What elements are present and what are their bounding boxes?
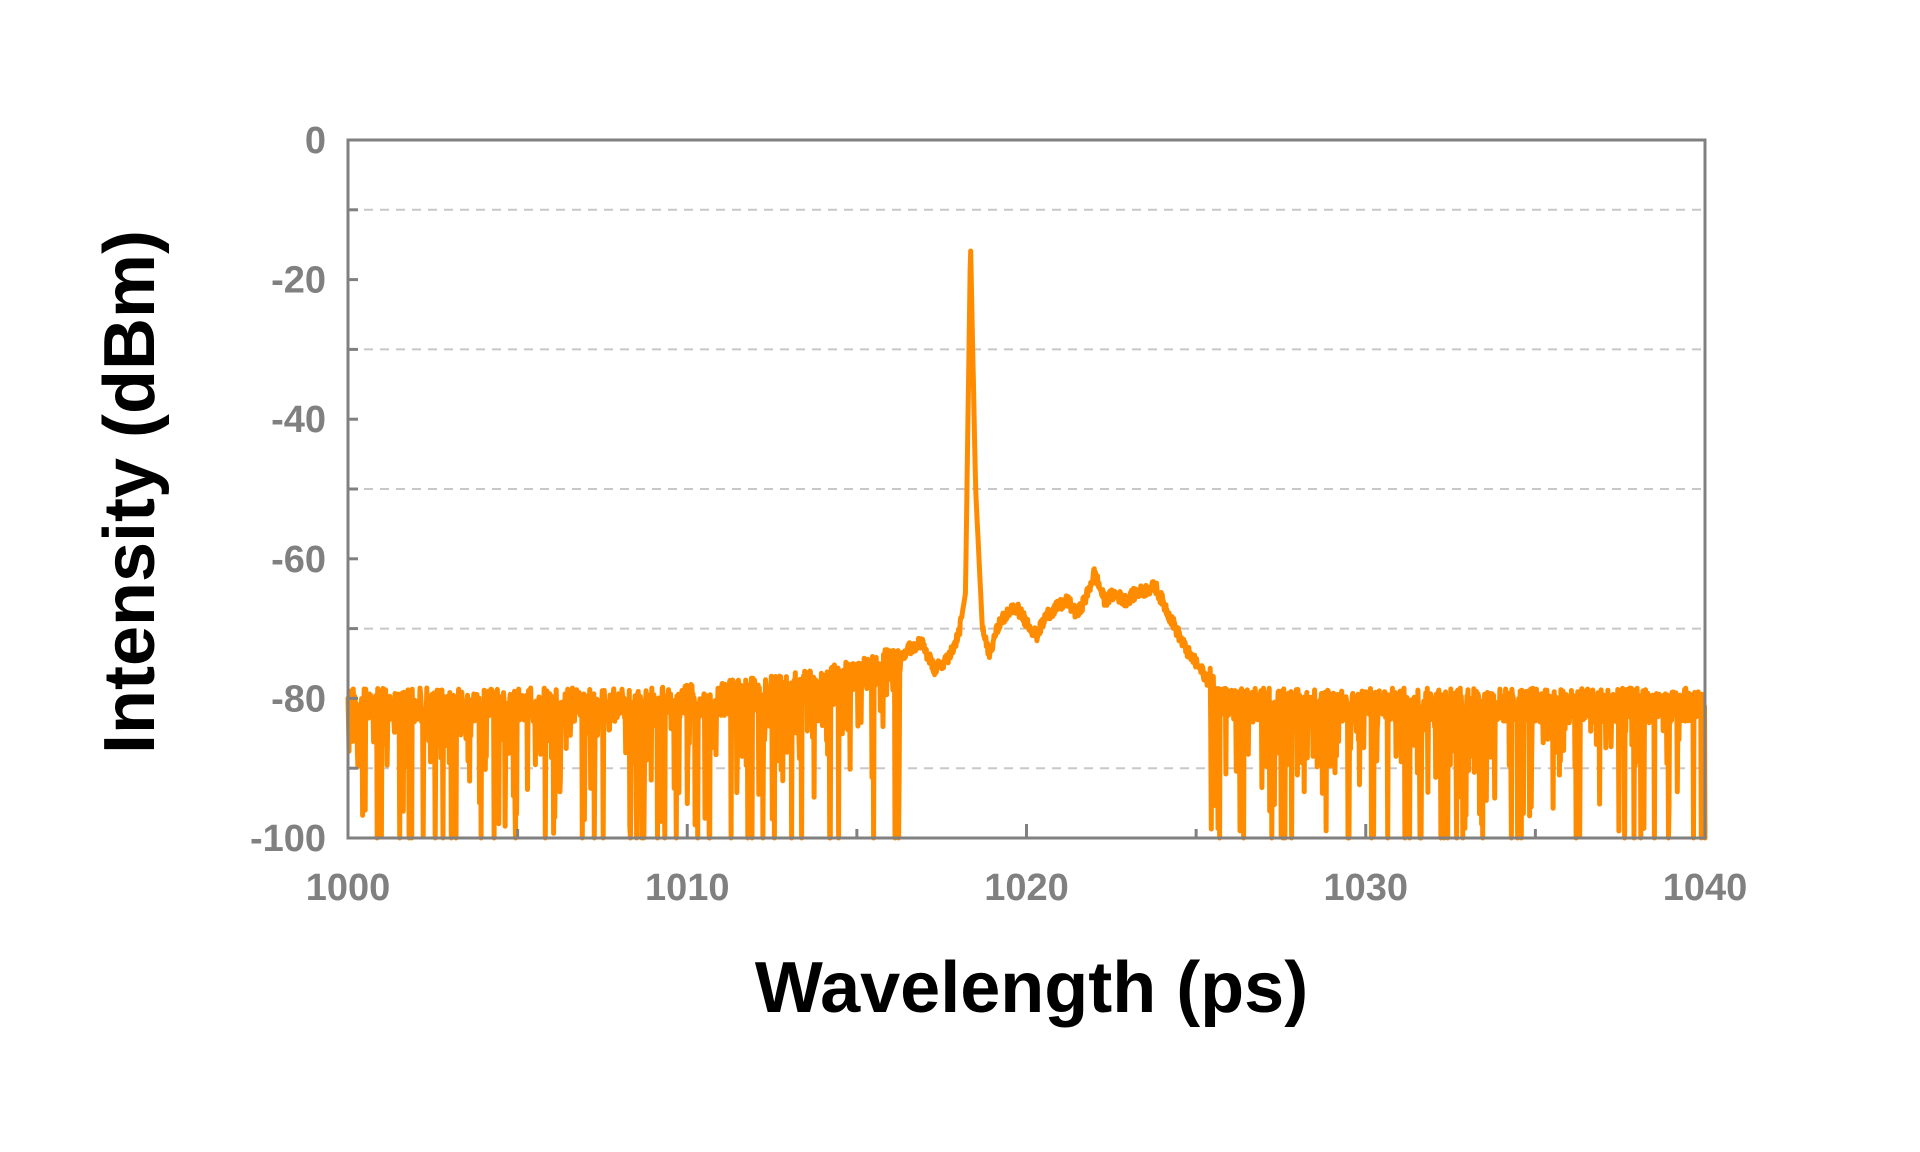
series-layer <box>345 248 1708 841</box>
y-tick-label: -80 <box>271 678 326 720</box>
axis-ticks <box>346 138 1707 840</box>
y-tick-label: -20 <box>271 260 326 302</box>
y-tick-label: -40 <box>271 399 326 441</box>
y-tick-label: 0 <box>305 120 326 162</box>
x-tick-label: 1010 <box>645 867 730 909</box>
x-tick-label: 1000 <box>306 867 391 909</box>
x-tick-label: 1040 <box>1663 867 1748 909</box>
y-tick-label: -100 <box>250 818 326 860</box>
spectrum-line <box>345 248 1708 841</box>
y-tick-label: -60 <box>271 539 326 581</box>
x-tick-label: 1020 <box>984 867 1069 909</box>
x-tick-label: 1030 <box>1323 867 1408 909</box>
tick-labels: 1000 1010 1020 1030 1040 0 -20 -40 -60 -80 -100 <box>250 120 1747 909</box>
y-axis-title: Intensity (dBm) <box>90 230 170 754</box>
x-axis-title: Wavelength (ps) <box>755 948 1308 1028</box>
